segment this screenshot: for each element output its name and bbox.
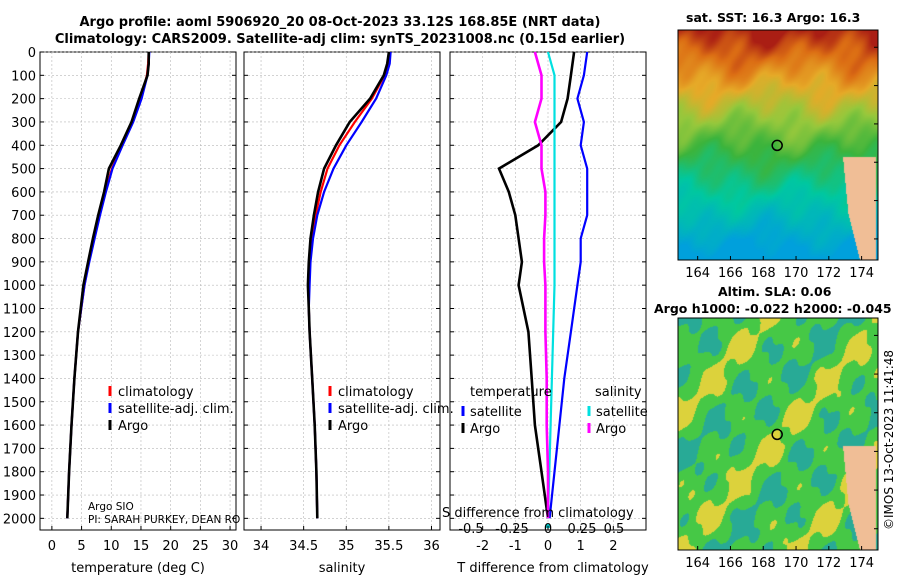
series-line — [497, 51, 576, 519]
series-line — [306, 51, 391, 519]
legend-label: satellite — [596, 405, 648, 420]
legend-label: climatology — [118, 385, 194, 400]
secondary-tick-label: 0.5 — [604, 522, 625, 537]
x-tick-label: 166 — [718, 556, 743, 571]
y-tick-label: 1200 — [3, 326, 36, 341]
annotation-text: Argo SIO — [88, 501, 134, 513]
y-tick-label: 1100 — [3, 302, 36, 317]
x-tick-label: -1 — [509, 539, 522, 554]
x-tick-label: -2 — [476, 539, 489, 554]
sst-map — [678, 30, 878, 260]
x-tick-label: 5 — [77, 539, 85, 554]
x-tick-label: 10 — [103, 539, 120, 554]
y-tick-label: 0 — [28, 46, 36, 61]
float-marker — [771, 139, 783, 152]
x-tick-label: 36 — [423, 539, 440, 554]
y-tick-label: 700 — [11, 209, 36, 224]
x-axis-label: T difference from climatology — [456, 561, 649, 576]
map-frame — [677, 29, 879, 261]
x-tick-label: 174 — [849, 266, 874, 281]
x-tick-label: 0 — [544, 539, 552, 554]
sst-map-title: sat. SST: 16.3 Argo: 16.3 — [686, 10, 861, 25]
secondary-tick-label: 0 — [544, 522, 552, 537]
x-tick-label: 34.5 — [289, 539, 318, 554]
y-tick-label: 1700 — [3, 442, 36, 457]
y-tick-label: 600 — [11, 186, 36, 201]
sla-map-subtitle: Argo h1000: -0.022 h2000: -0.045 — [654, 301, 892, 316]
x-axis-label: salinity — [319, 561, 366, 576]
map-frame — [677, 317, 879, 551]
x-tick-label: 1 — [577, 539, 585, 554]
series-line — [546, 51, 556, 519]
float-marker — [771, 428, 783, 441]
legend-label: satellite — [470, 405, 522, 420]
series-line — [548, 51, 589, 519]
x-tick-label: 168 — [751, 556, 776, 571]
legend-label: satellite-adj. clim. — [118, 402, 234, 417]
x-tick-label: 164 — [685, 266, 710, 281]
x-tick-label: 2 — [609, 539, 617, 554]
y-tick-label: 800 — [11, 233, 36, 248]
y-tick-label: 100 — [11, 69, 36, 84]
y-tick-label: 900 — [11, 256, 36, 271]
x-tick-label: 15 — [133, 539, 150, 554]
legend-label: satellite-adj. clim. — [338, 402, 454, 417]
series-line — [66, 52, 150, 519]
y-tick-label: 1600 — [3, 419, 36, 434]
y-tick-label: 1900 — [3, 489, 36, 504]
sla-map-title: Altim. SLA: 0.06 — [718, 284, 832, 299]
x-tick-label: 25 — [192, 539, 209, 554]
plot-title: Argo profile: aoml 5906920_20 08-Oct-202… — [79, 15, 601, 30]
series-line — [533, 51, 550, 519]
annotation-text: PI: SARAH PURKEY, DEAN RO — [88, 514, 240, 526]
x-tick-label: 20 — [162, 539, 179, 554]
x-tick-label: 35 — [338, 539, 355, 554]
secondary-axis-label: S difference from climatology — [442, 506, 634, 521]
plot-subtitle: Climatology: CARS2009. Satellite-adj cli… — [54, 32, 626, 47]
plot-frame — [39, 51, 237, 531]
x-tick-label: 30 — [222, 539, 239, 554]
y-tick-label: 1500 — [3, 396, 36, 411]
legend-label: Argo — [118, 419, 148, 434]
x-axis-label: temperature (deg C) — [71, 561, 205, 576]
legend-label: Argo — [470, 422, 500, 437]
x-tick-label: 34 — [253, 539, 270, 554]
secondary-tick-label: -0.25 — [495, 522, 529, 537]
y-tick-label: 500 — [11, 163, 36, 178]
y-tick-label: 200 — [11, 93, 36, 108]
legend-title: salinity — [595, 385, 642, 400]
legend-label: Argo — [596, 422, 626, 437]
x-tick-label: 170 — [784, 556, 809, 571]
y-tick-label: 1300 — [3, 349, 36, 364]
legend-title: temperature — [470, 385, 552, 400]
x-tick-label: 172 — [816, 266, 841, 281]
y-tick-label: 300 — [11, 116, 36, 131]
y-tick-label: 1000 — [3, 279, 36, 294]
y-tick-label: 1400 — [3, 372, 36, 387]
x-tick-label: 170 — [784, 266, 809, 281]
legend-label: Argo — [338, 419, 368, 434]
y-tick-label: 2000 — [3, 512, 36, 527]
copyright-stamp: ©IMOS 13-Oct-2023 11:41:48 — [882, 349, 896, 530]
legend-label: climatology — [338, 385, 414, 400]
y-tick-label: 400 — [11, 139, 36, 154]
sla-map — [678, 318, 878, 550]
x-tick-label: 0 — [48, 539, 56, 554]
x-tick-label: 166 — [718, 266, 743, 281]
x-tick-label: 172 — [816, 556, 841, 571]
y-tick-label: 1800 — [3, 466, 36, 481]
x-tick-label: 168 — [751, 266, 776, 281]
x-tick-label: 174 — [849, 556, 874, 571]
x-tick-label: 35.5 — [374, 539, 403, 554]
map-axes: 164166168170172174-28-30-32-34-36-381641… — [677, 29, 879, 571]
plot-frame — [243, 51, 441, 531]
secondary-tick-label: 0.25 — [568, 522, 597, 537]
x-tick-label: 164 — [685, 556, 710, 571]
secondary-tick-label: -0.5 — [458, 522, 483, 537]
